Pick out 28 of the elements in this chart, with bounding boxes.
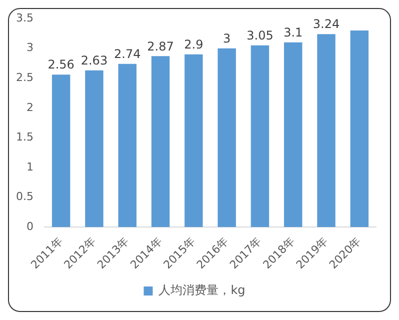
bar [184, 54, 203, 228]
data-label: 3 [223, 32, 231, 46]
legend-label: 人均消费量，kg [158, 283, 246, 298]
y-tick-label: 2 [26, 100, 34, 114]
bar [118, 64, 136, 228]
data-label: 2.56 [48, 58, 74, 72]
bar [284, 42, 302, 228]
y-tick-label: 3 [26, 41, 34, 54]
data-label: 3.05 [246, 28, 274, 43]
data-label: 3.24 [312, 17, 340, 32]
y-tick-label: 0.5 [16, 190, 34, 204]
data-label: 2.63 [80, 54, 108, 68]
bar [350, 30, 369, 228]
data-label: 2.74 [114, 47, 141, 61]
y-tick-label: 0 [26, 220, 34, 233]
y-tick-label: 1 [26, 160, 34, 174]
y-tick-label: 1.5 [16, 130, 34, 144]
data-label: 3.1 [284, 26, 303, 40]
y-tick-label: 2.5 [16, 71, 34, 84]
y-tick-label: 3.5 [16, 11, 34, 24]
bar [151, 56, 170, 228]
bar [52, 74, 70, 228]
bar [250, 45, 270, 228]
data-label: 2.9 [184, 37, 204, 52]
bar [85, 70, 104, 228]
data-label: 2.87 [147, 39, 174, 54]
bar [218, 48, 236, 228]
bar [317, 34, 336, 228]
